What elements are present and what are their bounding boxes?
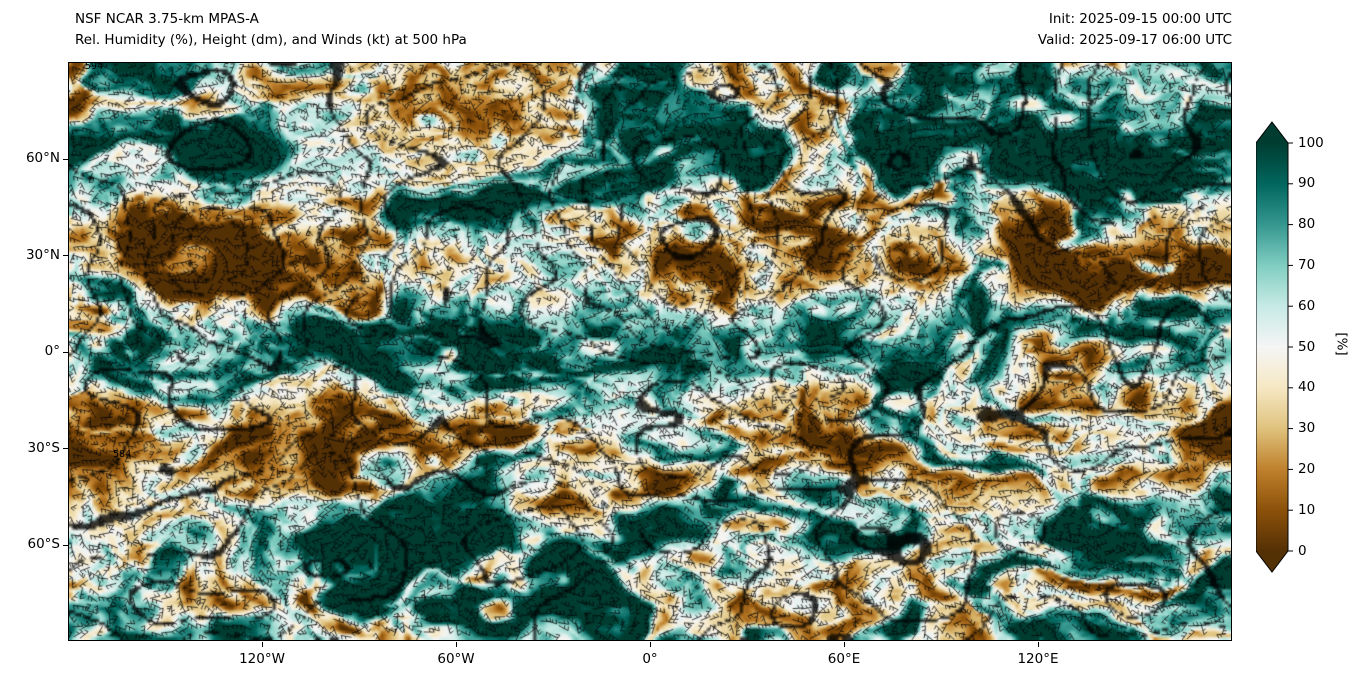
map-panel: 594 584 <box>68 61 1232 641</box>
lon-tick-label: 0° <box>642 651 658 667</box>
humidity-height-wind-map-canvas <box>69 63 1231 640</box>
lon-tick-mark <box>650 642 651 647</box>
colorbar-tick-label: 60 <box>1298 297 1316 314</box>
figure-title-model: NSF NCAR 3.75-km MPAS-A <box>75 11 259 27</box>
lon-tick-label: 120°E <box>1017 651 1059 667</box>
colorbar <box>1256 121 1293 573</box>
lat-tick-label: 60°N <box>25 150 60 166</box>
lat-tick-mark <box>63 351 68 353</box>
lat-tick-label: 30°S <box>27 439 61 456</box>
colorbar-tick-label: 30 <box>1298 420 1316 437</box>
colorbar-tick-label: 70 <box>1298 256 1316 273</box>
lon-tick-mark <box>1038 642 1039 647</box>
colorbar-tick-label: 0 <box>1298 542 1307 559</box>
colorbar-tick-label: 20 <box>1298 460 1316 477</box>
lat-tick-label: 0° <box>44 343 60 359</box>
lon-tick-label: 60°W <box>437 651 475 667</box>
valid-time: Valid: 2025-09-17 06:00 UTC <box>1037 32 1232 48</box>
colorbar-unit-label: [%] <box>1333 332 1350 356</box>
colorbar-tick-label: 100 <box>1298 134 1324 151</box>
title-block: NSF NCAR 3.75-km MPAS-A Rel. Humidity (%… <box>75 9 467 51</box>
colorbar-gradient-bar <box>1256 121 1289 573</box>
lon-tick-mark <box>844 642 845 647</box>
lon-tick-mark <box>262 642 263 647</box>
colorbar-tick-label: 50 <box>1298 338 1316 355</box>
colorbar-tick-label: 40 <box>1298 379 1316 396</box>
colorbar-tick-label: 10 <box>1298 501 1316 518</box>
height-contour-label: 584 <box>113 449 132 460</box>
colorbar-tick-label: 90 <box>1298 175 1316 192</box>
height-contour-label: 594 <box>85 61 104 72</box>
colorbar-tick-marks <box>1288 142 1293 552</box>
lon-tick-mark <box>456 642 457 647</box>
lat-tick-mark <box>63 158 68 160</box>
colorbar-tick-label: 80 <box>1298 216 1316 233</box>
lat-tick-label: 30°N <box>25 246 60 263</box>
lon-tick-label: 120°W <box>239 651 285 667</box>
lat-tick-mark <box>63 544 68 546</box>
time-block: Init: 2025-09-15 00:00 UTC Valid: 2025-0… <box>1038 9 1232 51</box>
lat-tick-label: 60°S <box>27 536 61 552</box>
init-time: Init: 2025-09-15 00:00 UTC <box>1048 11 1232 27</box>
lat-tick-mark <box>63 255 68 256</box>
lat-tick-mark <box>63 448 68 449</box>
figure-title-fields: Rel. Humidity (%), Height (dm), and Wind… <box>75 32 467 48</box>
lon-tick-label: 60°E <box>827 651 861 667</box>
